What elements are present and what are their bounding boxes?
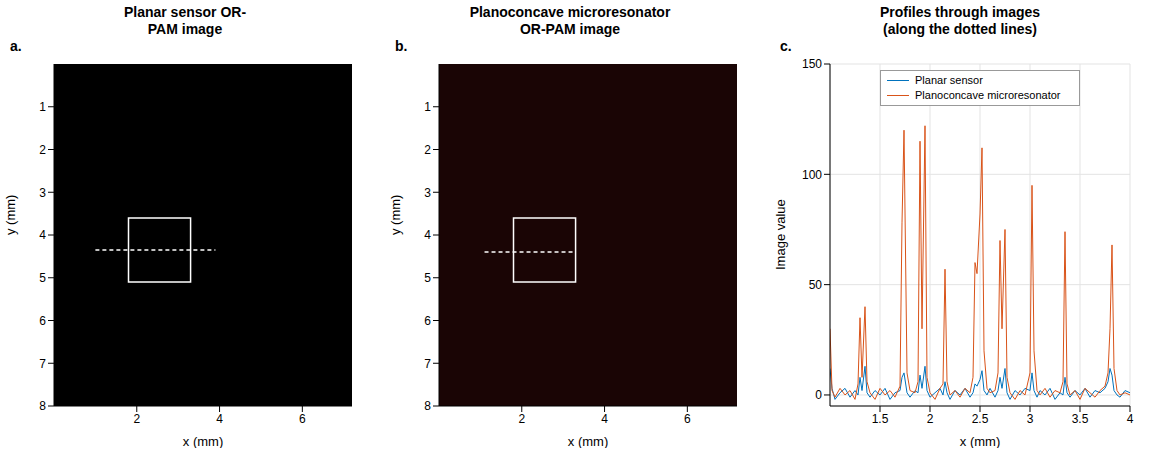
svg-text:6: 6 [299, 412, 306, 426]
svg-text:y (mm): y (mm) [3, 195, 18, 235]
svg-text:2: 2 [133, 412, 140, 426]
html-text:c.: c. [780, 38, 792, 54]
svg-text:2.5: 2.5 [972, 412, 989, 426]
html-text:Planoconcave microresonator OR: Planoconcave microresonator OR-PAM image [469, 4, 671, 37]
html-text:a.: a. [10, 38, 22, 54]
svg-text:2: 2 [424, 143, 431, 157]
svg-text:7: 7 [39, 357, 46, 371]
svg-text:4: 4 [601, 412, 608, 426]
svg-text:x (mm): x (mm) [960, 434, 1000, 448]
svg-text:8: 8 [424, 399, 431, 413]
svg-text:100: 100 [802, 168, 822, 182]
svg-text:7: 7 [424, 357, 431, 371]
svg-text:1: 1 [424, 100, 431, 114]
svg-text:5: 5 [39, 271, 46, 285]
svg-text:8: 8 [39, 399, 46, 413]
svg-text:2: 2 [518, 412, 525, 426]
html-text:Planar sensor OR-PAM image: Planar sensor OR-PAM image [123, 4, 247, 37]
svg-text:y (mm): y (mm) [388, 195, 403, 235]
svg-text:3: 3 [39, 186, 46, 200]
html-text:Planoconcave microresonator: Planoconcave microresonator [915, 89, 1061, 101]
svg-text:2: 2 [927, 412, 934, 426]
html-text:Planar sensor: Planar sensor [915, 74, 983, 86]
svg-text:1: 1 [39, 100, 46, 114]
svg-text:50: 50 [809, 278, 823, 292]
svg-text:3: 3 [1027, 412, 1034, 426]
svg-text:4: 4 [1127, 412, 1134, 426]
svg-text:4: 4 [424, 228, 431, 242]
svg-text:1.5: 1.5 [872, 412, 889, 426]
svg-text:3: 3 [424, 186, 431, 200]
svg-text:4: 4 [39, 228, 46, 242]
svg-text:Image value: Image value [773, 199, 788, 270]
svg-text:6: 6 [39, 314, 46, 328]
svg-text:5: 5 [424, 271, 431, 285]
svg-text:6: 6 [424, 314, 431, 328]
svg-text:3.5: 3.5 [1072, 412, 1089, 426]
svg-text:x (mm): x (mm) [183, 434, 223, 448]
svg-text:4: 4 [216, 412, 223, 426]
svg-text:2: 2 [39, 143, 46, 157]
html-text:Profiles through images (along: Profiles through images (along the dotte… [879, 4, 1041, 37]
svg-text:x (mm): x (mm) [568, 434, 608, 448]
html-text:b.: b. [395, 38, 408, 54]
svg-text:150: 150 [802, 57, 822, 71]
svg-text:6: 6 [684, 412, 691, 426]
svg-text:0: 0 [815, 388, 822, 402]
